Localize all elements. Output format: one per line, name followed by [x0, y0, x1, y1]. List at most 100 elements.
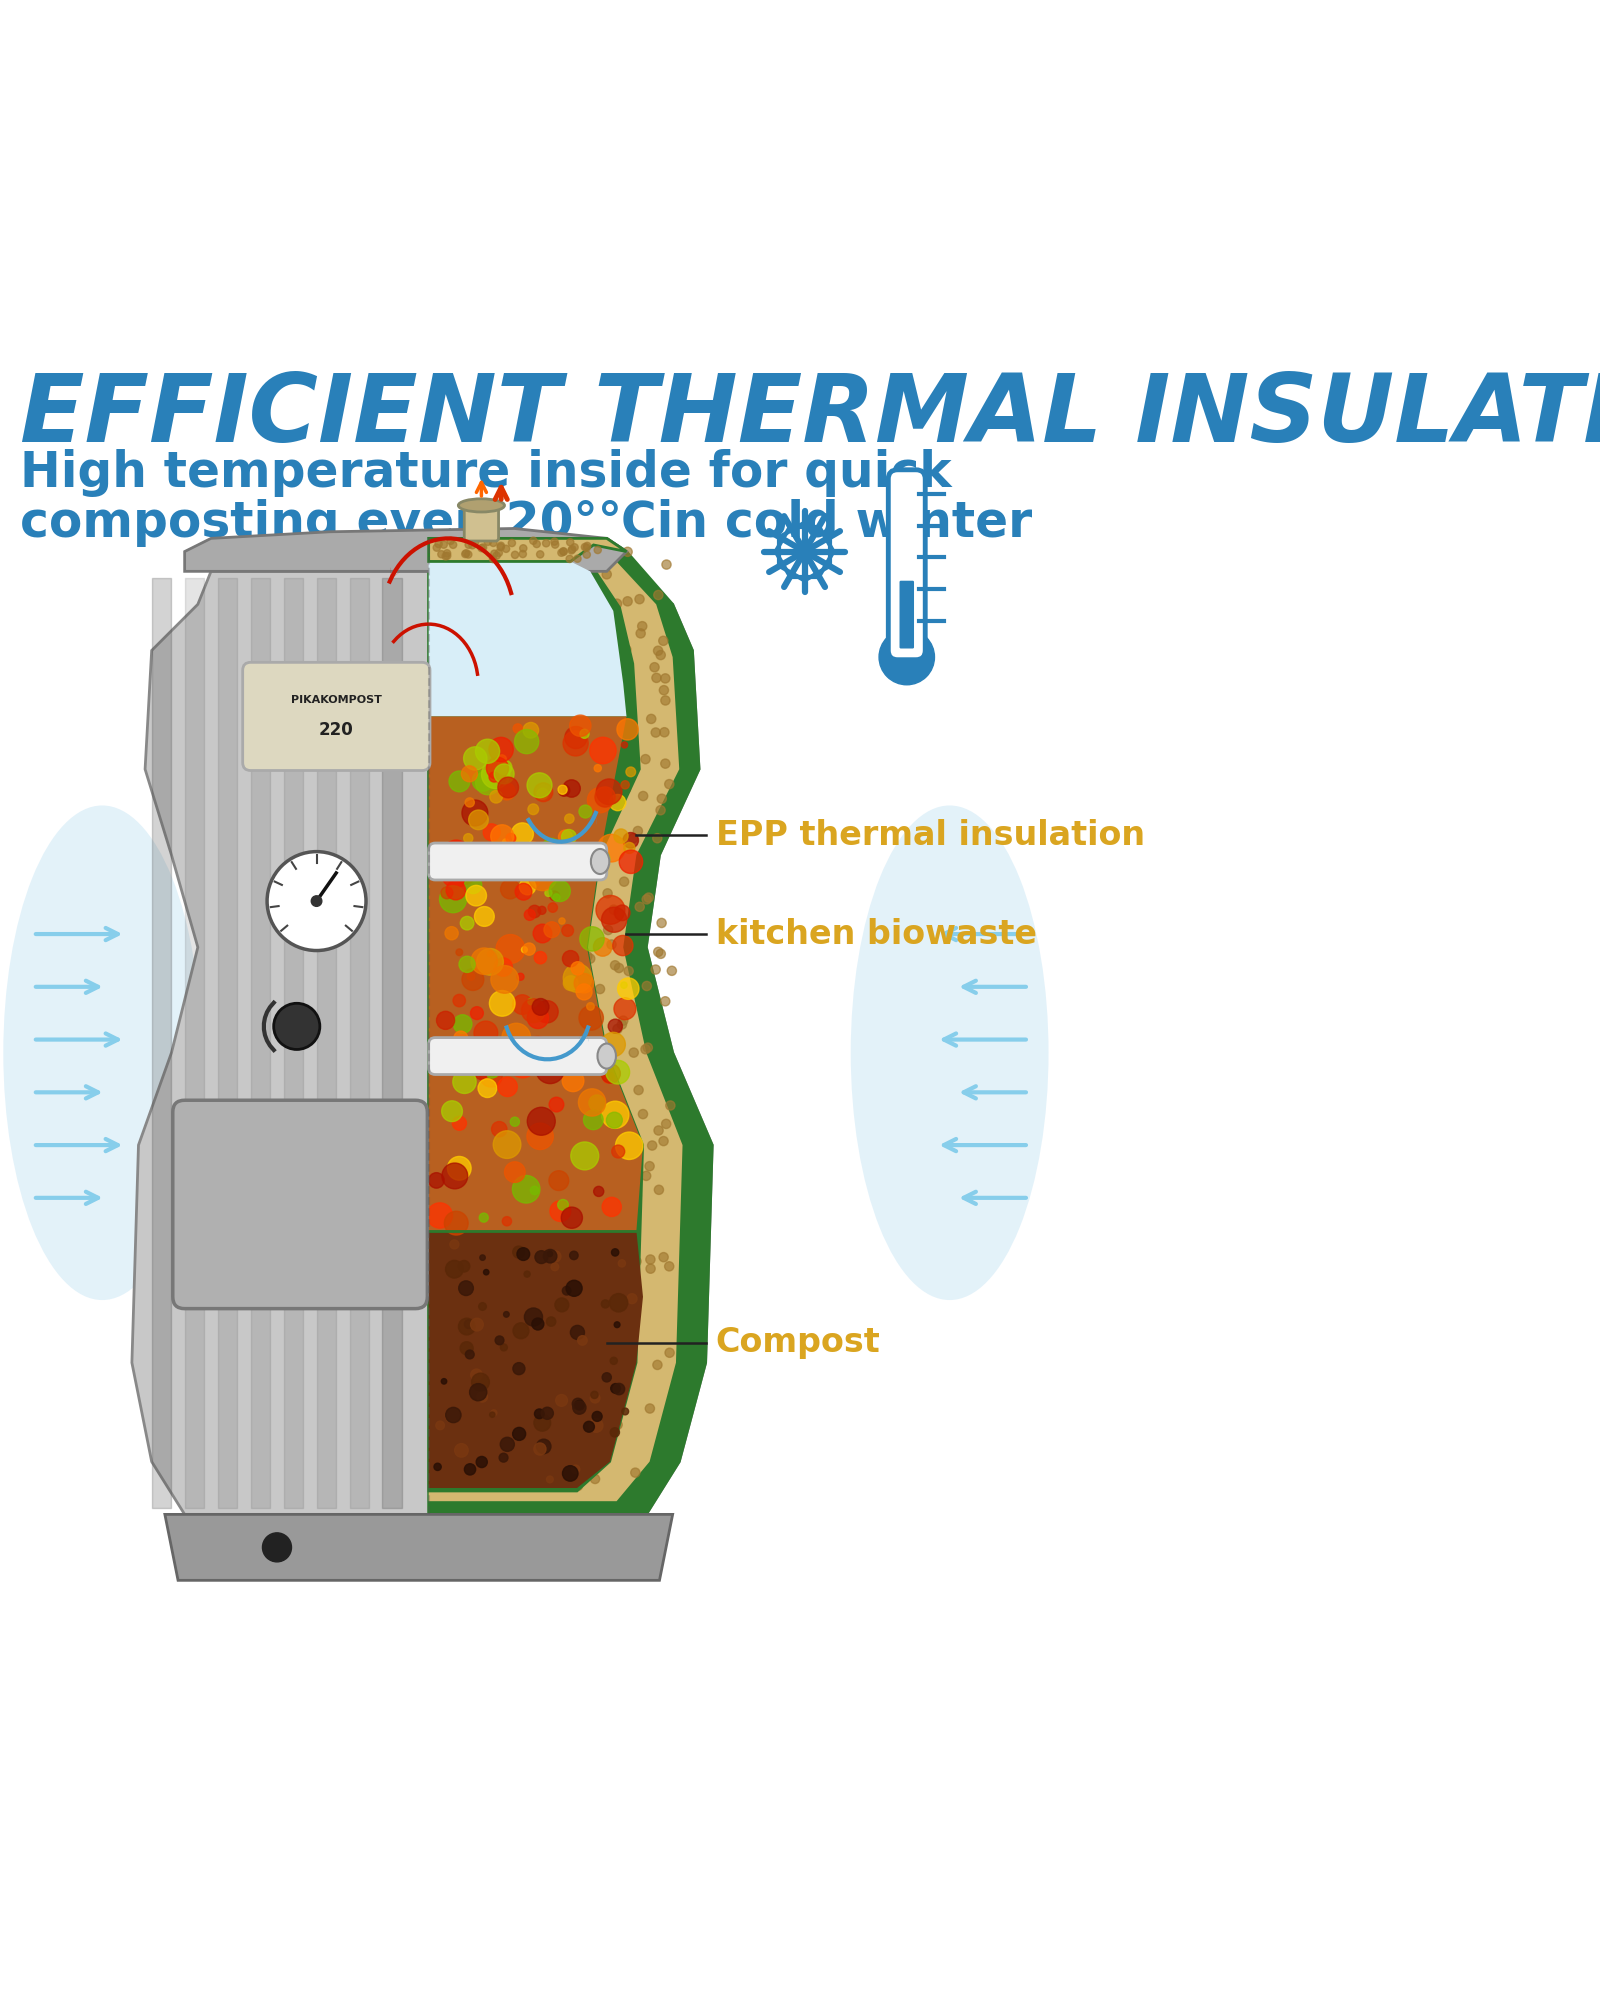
- Circle shape: [619, 1016, 627, 1026]
- Circle shape: [656, 650, 666, 660]
- Circle shape: [608, 778, 618, 788]
- Circle shape: [501, 860, 510, 872]
- Circle shape: [613, 1302, 622, 1312]
- Circle shape: [645, 1162, 654, 1170]
- Circle shape: [488, 1046, 504, 1062]
- Circle shape: [549, 1262, 558, 1270]
- Circle shape: [443, 596, 453, 604]
- Circle shape: [563, 1048, 578, 1062]
- Circle shape: [502, 1010, 512, 1020]
- Circle shape: [606, 940, 616, 950]
- Circle shape: [542, 540, 550, 546]
- Circle shape: [430, 576, 440, 584]
- Circle shape: [477, 1392, 488, 1402]
- Circle shape: [491, 1122, 507, 1136]
- Circle shape: [472, 770, 493, 792]
- Circle shape: [570, 1326, 584, 1340]
- Circle shape: [573, 1402, 586, 1414]
- Circle shape: [598, 1266, 608, 1276]
- Circle shape: [664, 1262, 674, 1270]
- Circle shape: [504, 594, 514, 604]
- Circle shape: [576, 1394, 586, 1404]
- Circle shape: [594, 1126, 603, 1134]
- Circle shape: [573, 1266, 582, 1276]
- Circle shape: [526, 778, 536, 786]
- Circle shape: [461, 916, 474, 930]
- Circle shape: [622, 548, 632, 556]
- Circle shape: [560, 816, 568, 826]
- Circle shape: [461, 766, 477, 782]
- Circle shape: [552, 686, 562, 696]
- Circle shape: [477, 948, 504, 976]
- Circle shape: [563, 1466, 578, 1482]
- Circle shape: [475, 770, 501, 794]
- Circle shape: [502, 838, 509, 846]
- Circle shape: [587, 1002, 594, 1010]
- Circle shape: [514, 560, 522, 568]
- Circle shape: [661, 996, 670, 1006]
- Circle shape: [512, 552, 518, 558]
- Circle shape: [554, 1086, 562, 1096]
- Circle shape: [526, 1232, 536, 1242]
- Circle shape: [438, 550, 445, 558]
- Circle shape: [539, 978, 549, 988]
- Circle shape: [582, 952, 592, 960]
- Circle shape: [461, 1476, 469, 1486]
- Circle shape: [594, 764, 602, 772]
- Circle shape: [573, 1398, 584, 1410]
- FancyBboxPatch shape: [429, 1038, 606, 1074]
- Circle shape: [506, 786, 515, 796]
- Circle shape: [602, 1032, 626, 1056]
- Circle shape: [498, 1126, 507, 1136]
- Circle shape: [440, 886, 467, 912]
- Circle shape: [512, 1176, 539, 1204]
- Polygon shape: [429, 562, 627, 716]
- Circle shape: [533, 998, 549, 1016]
- Circle shape: [442, 1228, 451, 1238]
- Circle shape: [462, 772, 470, 782]
- Text: 220: 220: [318, 720, 354, 738]
- Circle shape: [634, 826, 643, 836]
- Circle shape: [494, 1038, 504, 1048]
- Circle shape: [446, 996, 456, 1004]
- Circle shape: [566, 556, 573, 562]
- Circle shape: [478, 1078, 496, 1098]
- Circle shape: [661, 760, 670, 768]
- Circle shape: [445, 714, 454, 724]
- Circle shape: [624, 842, 635, 854]
- Circle shape: [555, 1298, 570, 1312]
- Circle shape: [466, 1342, 474, 1352]
- Circle shape: [592, 1412, 602, 1422]
- Circle shape: [432, 1186, 442, 1196]
- Circle shape: [462, 550, 470, 556]
- Circle shape: [610, 1294, 627, 1312]
- Circle shape: [491, 824, 514, 848]
- Circle shape: [445, 1408, 461, 1422]
- Circle shape: [512, 934, 522, 942]
- Circle shape: [464, 1464, 475, 1476]
- Circle shape: [621, 784, 630, 794]
- Circle shape: [531, 1370, 541, 1378]
- Circle shape: [611, 1146, 624, 1158]
- Circle shape: [565, 814, 574, 824]
- Circle shape: [502, 546, 510, 552]
- Circle shape: [610, 1358, 618, 1364]
- Circle shape: [582, 1322, 592, 1332]
- Ellipse shape: [3, 806, 202, 1300]
- Circle shape: [574, 1358, 584, 1368]
- Circle shape: [656, 806, 666, 814]
- Circle shape: [475, 1006, 485, 1014]
- Circle shape: [445, 968, 454, 976]
- Circle shape: [579, 984, 589, 994]
- Circle shape: [509, 612, 518, 622]
- Circle shape: [549, 1098, 563, 1112]
- Circle shape: [504, 646, 514, 654]
- Circle shape: [459, 956, 475, 972]
- Circle shape: [611, 1248, 619, 1256]
- Circle shape: [482, 582, 490, 590]
- Circle shape: [568, 546, 574, 554]
- Circle shape: [530, 1186, 539, 1194]
- Text: High temperature inside for quick: High temperature inside for quick: [19, 450, 952, 498]
- Circle shape: [574, 1016, 584, 1026]
- Circle shape: [435, 540, 442, 548]
